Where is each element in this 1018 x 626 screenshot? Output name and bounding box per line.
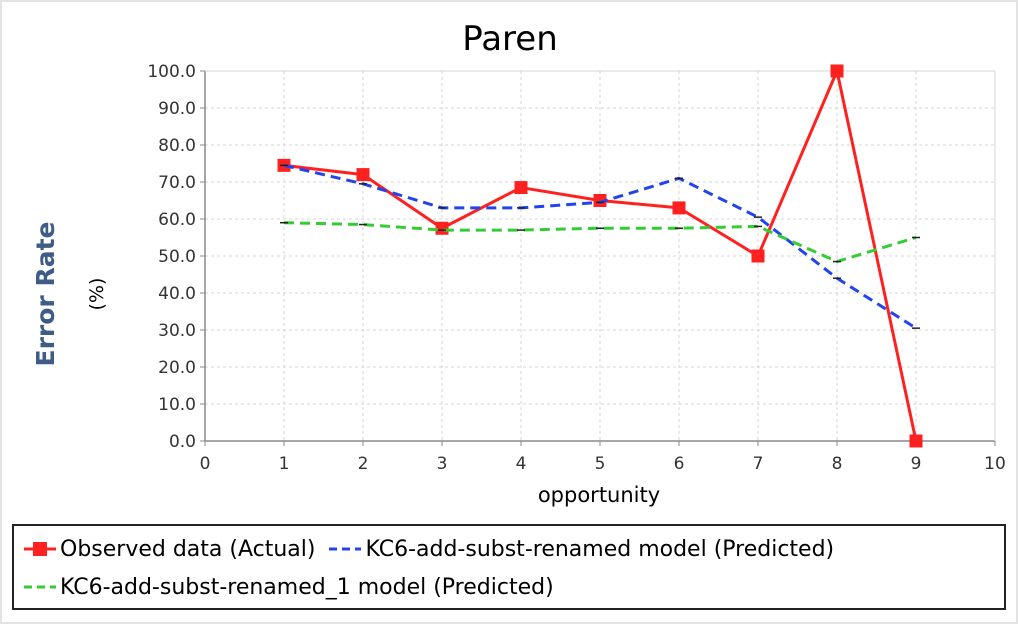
- legend-swatch-kc6-model-1: [24, 585, 56, 589]
- series-1-point: [909, 434, 923, 448]
- legend-row-2: KC6-add-subst-renamed_1 model (Predicted…: [22, 568, 996, 606]
- x-tick-label: 9: [911, 454, 922, 474]
- y-tick-label: 30.0: [158, 321, 196, 341]
- series-1-point: [435, 221, 449, 235]
- legend-item-kc6-model: KC6-add-subst-renamed model (Predicted): [327, 537, 834, 562]
- legend-item-observed: Observed data (Actual): [22, 537, 315, 562]
- y-axis-label: Error Rate: [31, 222, 60, 367]
- series-1-point: [830, 64, 844, 78]
- y-tick-label: 0.0: [169, 432, 196, 452]
- y-tick-label: 90.0: [158, 99, 196, 119]
- series-line-3: [283, 221, 917, 264]
- x-tick-label: 10: [984, 454, 1006, 474]
- series-1-point: [672, 201, 686, 215]
- y-axis-unit: (%): [86, 278, 108, 311]
- x-tick-label: 5: [595, 454, 606, 474]
- y-tick-label: 100.0: [147, 62, 196, 82]
- x-axis-label: opportunity: [538, 483, 660, 507]
- series-layer: [277, 64, 923, 448]
- y-tick-label: 10.0: [158, 395, 196, 415]
- x-tick-label: 4: [516, 454, 527, 474]
- series-1-point: [751, 249, 765, 263]
- legend-label-kc6-model: KC6-add-subst-renamed model (Predicted): [365, 536, 835, 562]
- legend-item-kc6-model-1: KC6-add-subst-renamed_1 model (Predicted…: [22, 575, 554, 600]
- legend-swatch-observed: [24, 542, 56, 556]
- x-tick-label: 3: [437, 454, 448, 474]
- x-tick-label: 1: [279, 454, 290, 474]
- legend-label-kc6-model-1: KC6-add-subst-renamed_1 model (Predicted…: [60, 574, 554, 600]
- ticks-layer: 0 1 2 3 4 5 6 7 8 9 100.010.020.030.040.050.060.07…: [147, 62, 1005, 474]
- series-1-point: [593, 194, 607, 207]
- series-1-point: [356, 168, 370, 182]
- y-tick-label: 60.0: [158, 210, 196, 230]
- y-tick-label: 40.0: [158, 284, 196, 304]
- legend-row-1: Observed data (Actual) KC6-add-subst-ren…: [22, 530, 996, 568]
- y-tick-label: 20.0: [158, 358, 196, 378]
- legend-swatch-kc6-model: [329, 547, 362, 551]
- chart-title: Paren: [462, 19, 558, 59]
- series-1-point: [514, 181, 528, 195]
- y-tick-label: 50.0: [158, 247, 196, 267]
- x-tick-label: 0: [200, 454, 211, 474]
- x-tick-label: 6: [674, 454, 685, 474]
- legend-label-observed: Observed data (Actual): [60, 536, 316, 562]
- x-tick-label: 8: [832, 454, 843, 474]
- x-tick-label: 7: [753, 454, 764, 474]
- y-tick-label: 70.0: [158, 173, 196, 193]
- x-tick-label: 2: [358, 454, 369, 474]
- legend: Observed data (Actual) KC6-add-subst-ren…: [12, 524, 1006, 610]
- y-tick-label: 80.0: [158, 136, 196, 156]
